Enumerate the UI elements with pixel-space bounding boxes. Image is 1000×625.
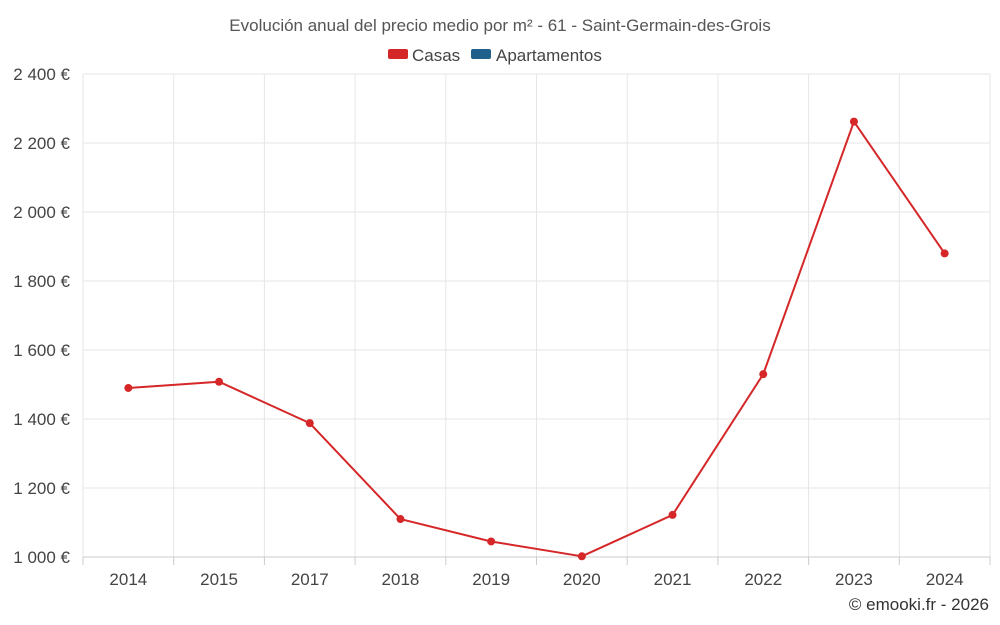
legend-item-casas[interactable]: Casas <box>388 46 460 65</box>
y-tick-label: 2 000 € <box>13 203 70 222</box>
x-tick-label: 2015 <box>200 570 238 589</box>
data-point[interactable] <box>759 370 768 379</box>
data-point[interactable] <box>668 510 677 519</box>
x-tick-label: 2022 <box>744 570 782 589</box>
y-tick-label: 1 200 € <box>13 479 70 498</box>
x-tick-label: 2021 <box>654 570 692 589</box>
data-point[interactable] <box>396 515 405 524</box>
x-axis: 2014 2015 2017 2018 2019 2020 2021 2022 2023 2024 <box>82 556 991 589</box>
chart-title: Evolución anual del precio medio por m² … <box>229 16 770 35</box>
data-point[interactable] <box>124 383 133 392</box>
legend-swatch-apartamentos <box>471 49 491 59</box>
legend-item-apartamentos[interactable]: Apartamentos <box>471 46 602 65</box>
x-tick-label: 2024 <box>926 570 964 589</box>
x-tick-label: 2019 <box>472 570 510 589</box>
gridlines <box>82 73 991 557</box>
y-tick-label: 1 800 € <box>13 272 70 291</box>
legend-swatch-casas <box>388 49 408 59</box>
data-point[interactable] <box>215 377 224 386</box>
data-point[interactable] <box>577 552 586 561</box>
credit-text: © emooki.fr - 2026 <box>849 595 989 614</box>
legend-label-apartamentos: Apartamentos <box>496 46 602 65</box>
y-tick-label: 2 400 € <box>13 65 70 84</box>
series-casas <box>124 117 949 561</box>
x-tick-label: 2014 <box>109 570 147 589</box>
x-tick-label: 2020 <box>563 570 601 589</box>
data-point[interactable] <box>849 117 858 126</box>
x-tick-label: 2023 <box>835 570 873 589</box>
legend: Casas Apartamentos <box>388 46 602 65</box>
data-point[interactable] <box>940 249 949 258</box>
y-tick-label: 1 400 € <box>13 410 70 429</box>
y-tick-label: 2 200 € <box>13 134 70 153</box>
x-tick-label: 2018 <box>382 570 420 589</box>
y-tick-label: 1 600 € <box>13 341 70 360</box>
legend-label-casas: Casas <box>412 46 460 65</box>
data-point[interactable] <box>305 419 314 428</box>
series-line-casas <box>128 120 946 558</box>
data-point[interactable] <box>487 537 496 546</box>
y-tick-label: 1 000 € <box>13 548 70 567</box>
x-tick-label: 2017 <box>291 570 329 589</box>
y-axis: 1 000 € 1 200 € 1 400 € 1 600 € 1 800 € 2 000… <box>13 65 70 567</box>
